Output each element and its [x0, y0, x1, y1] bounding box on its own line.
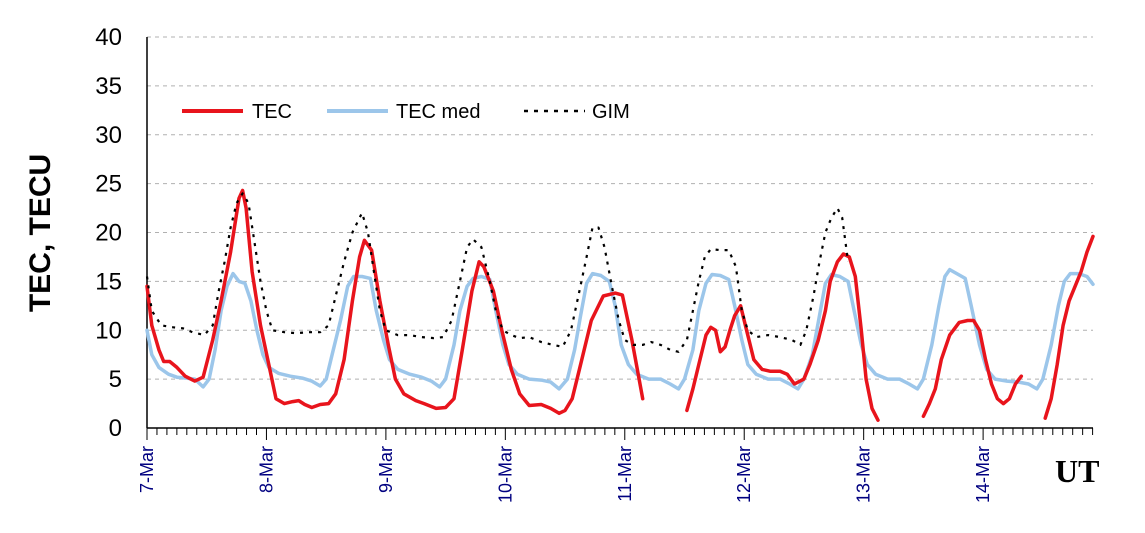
series-gim-line — [145, 192, 850, 353]
x-tick-label: 13-Mar — [854, 446, 874, 503]
x-tick-label: 10-Mar — [495, 446, 515, 503]
legend-gim-label: GIM — [592, 101, 630, 123]
x-minor-ticks — [146, 428, 1094, 440]
y-tick-label: 40 — [95, 24, 122, 51]
y-tick-label: 30 — [95, 122, 122, 149]
x-axis-label: UT — [1055, 453, 1099, 489]
y-tick-label: 35 — [95, 73, 122, 100]
y-tick-label: 10 — [95, 317, 122, 344]
y-axis-label: TEC, TECU — [24, 154, 57, 312]
series-tec-line — [685, 252, 880, 422]
y-tick-label: 15 — [95, 268, 122, 295]
legend: TEC TEC med GIM — [182, 101, 630, 123]
x-tick-label: 11-Mar — [615, 446, 635, 502]
legend-tec-med-label: TEC med — [396, 101, 480, 123]
y-tick-label: 25 — [95, 171, 122, 198]
axes — [146, 37, 1093, 429]
y-tick-labels: 0 5 10 15 20 25 30 35 40 — [95, 24, 122, 442]
series-tec-line — [145, 188, 645, 416]
x-tick-label: 8-Mar — [256, 446, 276, 493]
series-tec-med-line — [145, 267, 1095, 391]
y-tick-label: 0 — [109, 415, 122, 442]
y-tick-label: 20 — [95, 220, 122, 247]
x-tick-label: 12-Mar — [734, 446, 754, 503]
y-tick-label: 5 — [109, 366, 122, 393]
series-tec-line — [921, 318, 1024, 419]
series-tec-line — [1043, 234, 1095, 420]
x-tick-labels: 7-Mar 8-Mar 9-Mar 10-Mar 11-Mar 12-Mar 13-Mar 1… — [137, 446, 993, 503]
x-tick-label: 14-Mar — [973, 446, 993, 503]
series-lines — [145, 188, 1095, 422]
legend-tec-label: TEC — [252, 101, 292, 123]
x-tick-label: 9-Mar — [376, 446, 396, 493]
x-tick-label: 7-Mar — [137, 446, 157, 493]
